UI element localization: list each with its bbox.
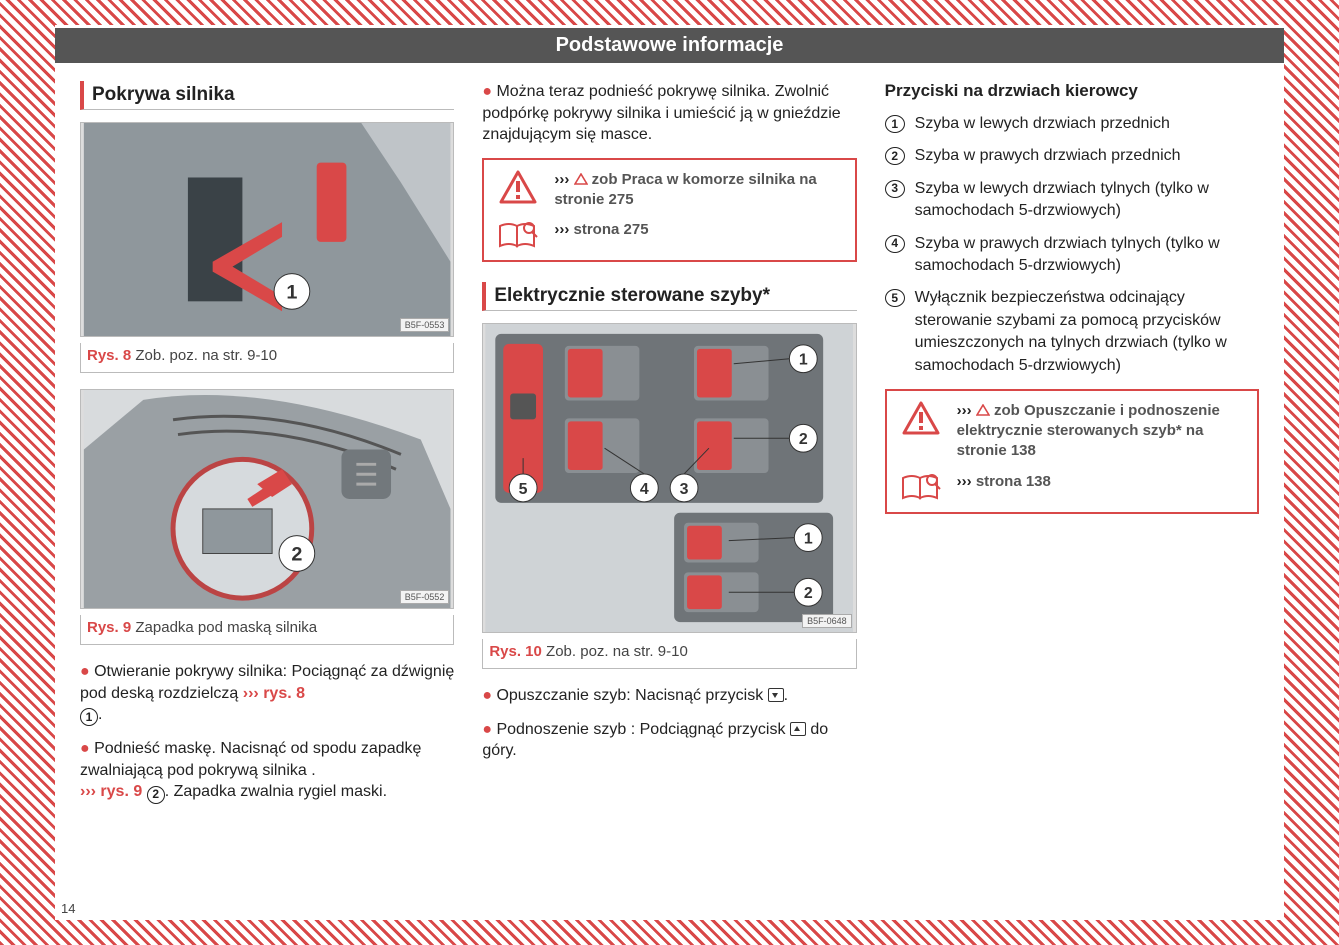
svg-text:1: 1: [799, 352, 808, 369]
callout-number: 5: [885, 289, 905, 307]
callout-number: 1: [80, 708, 98, 726]
figure-caption-text: Zob. poz. na str. 9-10: [546, 643, 688, 660]
list-text: Szyba w lewych drzwiach przednich: [915, 113, 1170, 135]
callout-number: 2: [147, 786, 165, 804]
svg-text:2: 2: [804, 586, 813, 603]
svg-text:2: 2: [291, 543, 302, 565]
page-header: Podstawowe informacje: [55, 28, 1284, 63]
figure-9-caption: Rys. 9 Zapadka pod maską silnika: [80, 615, 454, 645]
book-icon: [899, 472, 943, 502]
list-item: 2 Szyba w prawych drzwiach przednich: [885, 145, 1259, 167]
figure-label: Rys. 10: [489, 643, 542, 660]
list-item: 1 Szyba w lewych drzwiach przednich: [885, 113, 1259, 135]
svg-text:3: 3: [680, 481, 689, 498]
figure-9-illustration: 2: [81, 390, 453, 608]
figure-reference: ››› rys. 8: [243, 685, 305, 702]
page-number: 14: [61, 901, 75, 916]
column-2: Można teraz podnieść pokrywę silnika. Zw…: [482, 81, 856, 816]
warning-row: ››› zob Praca w komorze silnika na stron…: [496, 170, 842, 211]
figure-8: 1 B5F-0553: [80, 122, 454, 337]
list-text: Szyba w prawych drzwiach tylnych (tylko …: [915, 233, 1259, 278]
callout-number: 4: [885, 235, 905, 253]
list-item: 5 Wyłącznik bezpieczeństwa odcinający st…: [885, 287, 1259, 377]
paragraph: Opuszczanie szyb: Nacisnąć przycisk .: [482, 685, 856, 707]
figure-code: B5F-0648: [802, 614, 852, 628]
list-item: 4 Szyba w prawych drzwiach tylnych (tylk…: [885, 233, 1259, 278]
warning-row: ››› zob Opuszczanie i podnoszenie elektr…: [899, 401, 1245, 462]
page-header-text: Podstawowe informacje: [556, 34, 784, 56]
figure-9: 2 B5F-0552: [80, 389, 454, 609]
svg-text:5: 5: [519, 481, 528, 498]
figure-10-illustration: 1 2 3 4 5: [483, 324, 855, 632]
list-text: Wyłącznik bezpieczeństwa odcinający ster…: [915, 287, 1259, 377]
warning-icon: [899, 401, 943, 435]
svg-text:1: 1: [804, 531, 813, 548]
section-title: Pokrywa silnika: [92, 84, 235, 105]
figure-caption-text: Zob. poz. na str. 9-10: [135, 347, 277, 364]
figure-10-caption: Rys. 10 Zob. poz. na str. 9-10: [482, 639, 856, 669]
figure-label: Rys. 9: [87, 619, 131, 636]
figure-reference: ››› rys. 9: [80, 783, 142, 800]
warning-text: ››› strona 275: [554, 220, 648, 240]
list-text: Szyba w lewych drzwiach tylnych (tylko w…: [915, 178, 1259, 223]
subheading: Przyciski na drzwiach kierowcy: [885, 81, 1259, 101]
columns: Pokrywa silnika 1 B5F-0553 Rys. 8 Zob. p…: [55, 81, 1284, 816]
warning-row: ››› strona 138: [899, 472, 1245, 502]
warning-row: ››› strona 275: [496, 220, 842, 250]
list-text: Szyba w prawych drzwiach przednich: [915, 145, 1181, 167]
figure-code: B5F-0552: [400, 590, 450, 604]
paragraph: Można teraz podnieść pokrywę silnika. Zw…: [482, 81, 856, 146]
paragraph: Podnoszenie szyb : Podciągnąć przycisk d…: [482, 719, 856, 762]
warning-text: ››› zob Praca w komorze silnika na stron…: [554, 170, 842, 211]
window-down-icon: [768, 688, 784, 702]
figure-caption-text: Zapadka pod maską silnika: [135, 619, 317, 636]
warning-triangle-small-icon: [976, 404, 990, 416]
book-icon: [496, 220, 540, 250]
section-heading: Elektrycznie sterowane szyby*: [482, 282, 856, 311]
warning-box: ››› zob Praca w komorze silnika na stron…: [482, 158, 856, 263]
paragraph: Otwieranie pokrywy silnika: Pociągnąć za…: [80, 661, 454, 726]
column-1: Pokrywa silnika 1 B5F-0553 Rys. 8 Zob. p…: [80, 81, 454, 816]
warning-icon: [496, 170, 540, 204]
figure-8-illustration: 1: [81, 123, 453, 336]
svg-text:1: 1: [286, 281, 297, 303]
svg-text:2: 2: [799, 432, 808, 449]
column-3: Przyciski na drzwiach kierowcy 1 Szyba w…: [885, 81, 1259, 816]
warning-triangle-small-icon: [574, 173, 588, 185]
figure-8-caption: Rys. 8 Zob. poz. na str. 9-10: [80, 343, 454, 373]
warning-box: ››› zob Opuszczanie i podnoszenie elektr…: [885, 389, 1259, 514]
window-up-icon: [790, 722, 806, 736]
callout-number: 3: [885, 180, 905, 198]
section-title: Elektrycznie sterowane szyby*: [494, 285, 770, 306]
paragraph: Podnieść maskę. Nacisnąć od spodu zapadk…: [80, 738, 454, 803]
figure-label: Rys. 8: [87, 347, 131, 364]
page-content: Podstawowe informacje Pokrywa silnika 1 …: [55, 25, 1284, 920]
section-heading: Pokrywa silnika: [80, 81, 454, 110]
figure-code: B5F-0553: [400, 318, 450, 332]
warning-text: ››› zob Opuszczanie i podnoszenie elektr…: [957, 401, 1245, 462]
list-item: 3 Szyba w lewych drzwiach tylnych (tylko…: [885, 178, 1259, 223]
figure-10: 1 2 3 4 5: [482, 323, 856, 633]
warning-text: ››› strona 138: [957, 472, 1051, 492]
svg-text:4: 4: [640, 481, 649, 498]
callout-number: 2: [885, 147, 905, 165]
callout-number: 1: [885, 115, 905, 133]
